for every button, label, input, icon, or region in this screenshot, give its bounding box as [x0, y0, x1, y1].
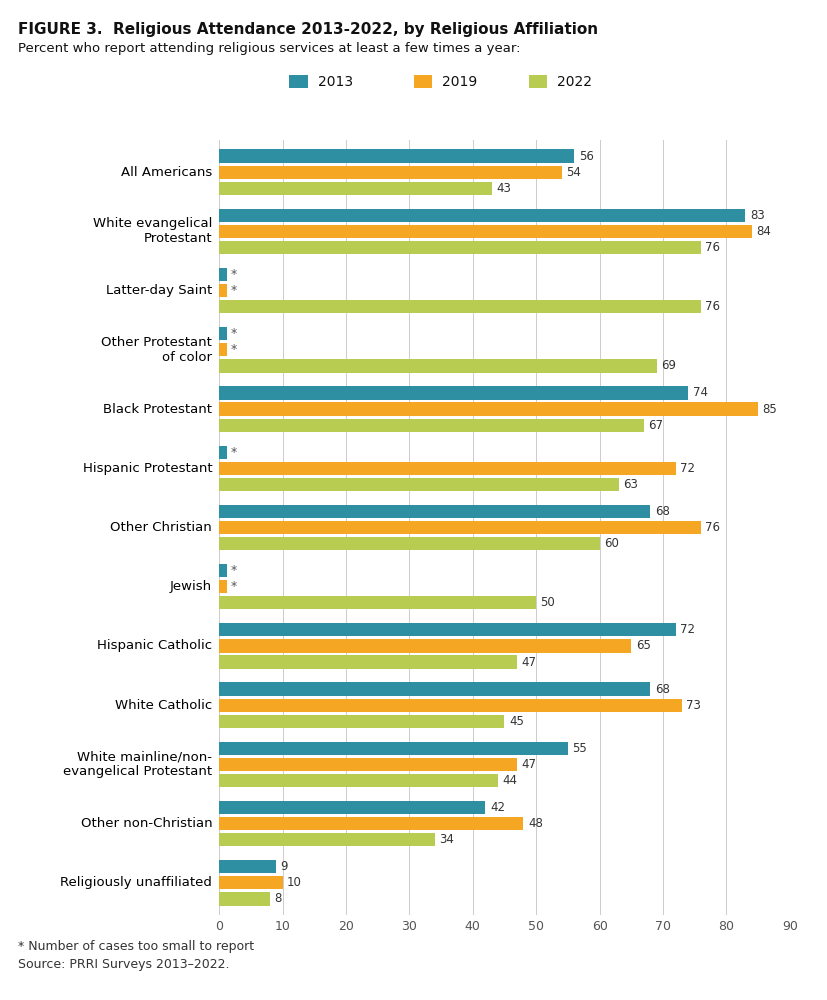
Text: 68: 68 — [655, 505, 670, 518]
Bar — [219, 505, 650, 518]
Bar — [219, 715, 504, 728]
Text: *: * — [231, 327, 237, 340]
Text: 55: 55 — [572, 742, 587, 755]
Bar — [219, 300, 701, 313]
Text: FIGURE 3.  Religious Attendance 2013-2022, by Religious Affiliation: FIGURE 3. Religious Attendance 2013-2022… — [18, 22, 598, 37]
Bar — [219, 699, 682, 712]
Bar — [219, 149, 574, 163]
Bar — [219, 478, 619, 491]
Text: 60: 60 — [604, 537, 619, 550]
Bar — [219, 268, 227, 281]
Text: 76: 76 — [705, 300, 720, 313]
Bar — [219, 386, 688, 400]
Bar — [219, 284, 227, 297]
Text: Percent who report attending religious services at least a few times a year:: Percent who report attending religious s… — [18, 42, 521, 55]
Bar — [219, 801, 485, 814]
Text: 56: 56 — [579, 150, 594, 163]
Bar — [219, 639, 631, 653]
Text: 47: 47 — [522, 758, 537, 771]
Bar — [219, 241, 701, 254]
Bar — [219, 860, 276, 873]
Text: 10: 10 — [287, 876, 302, 889]
Text: 43: 43 — [496, 182, 511, 195]
Text: *: * — [231, 446, 237, 459]
Text: 8: 8 — [275, 892, 282, 905]
Text: 2019: 2019 — [442, 75, 477, 89]
Text: 47: 47 — [522, 656, 537, 669]
Bar — [219, 596, 536, 609]
Text: 85: 85 — [762, 403, 777, 416]
Text: 72: 72 — [680, 623, 696, 636]
Text: *: * — [231, 564, 237, 577]
Text: 45: 45 — [509, 715, 523, 728]
Bar — [219, 419, 644, 432]
Text: 83: 83 — [750, 209, 765, 222]
Text: 76: 76 — [705, 241, 720, 254]
Bar — [219, 892, 270, 906]
Bar — [219, 462, 676, 475]
Bar — [219, 774, 498, 787]
Text: *: * — [231, 284, 237, 297]
Bar — [219, 655, 517, 669]
Bar — [219, 833, 435, 846]
Text: 74: 74 — [693, 386, 708, 399]
Text: 68: 68 — [655, 683, 670, 696]
Bar — [219, 166, 562, 179]
Text: 69: 69 — [661, 359, 676, 372]
Text: 44: 44 — [503, 774, 518, 787]
Text: 34: 34 — [439, 833, 454, 846]
Bar — [219, 742, 568, 755]
Text: 50: 50 — [541, 596, 556, 609]
Bar — [219, 682, 650, 696]
Text: *: * — [231, 343, 237, 356]
Bar — [219, 537, 600, 550]
Text: Source: PRRI Surveys 2013–2022.: Source: PRRI Surveys 2013–2022. — [18, 958, 230, 971]
Text: 76: 76 — [705, 521, 720, 534]
Bar — [219, 327, 227, 340]
Bar — [219, 817, 523, 830]
Text: 54: 54 — [566, 166, 581, 179]
Bar — [219, 580, 227, 593]
Text: 48: 48 — [528, 817, 543, 830]
Text: 73: 73 — [686, 699, 701, 712]
Bar — [219, 182, 492, 195]
Text: 65: 65 — [636, 639, 651, 652]
Bar — [219, 402, 758, 416]
Text: 84: 84 — [756, 225, 771, 238]
Text: 67: 67 — [648, 419, 663, 432]
Text: 72: 72 — [680, 462, 696, 475]
Text: 2013: 2013 — [318, 75, 352, 89]
Bar — [219, 225, 752, 238]
Text: *: * — [231, 268, 237, 281]
Text: 2022: 2022 — [557, 75, 592, 89]
Text: 42: 42 — [490, 801, 505, 814]
Bar — [219, 758, 517, 771]
Bar — [219, 876, 283, 889]
Bar — [219, 564, 227, 577]
Text: *: * — [231, 580, 237, 593]
Bar — [219, 521, 701, 534]
Bar — [219, 446, 227, 459]
Bar — [219, 623, 676, 636]
Text: 9: 9 — [280, 860, 288, 873]
Text: * Number of cases too small to report: * Number of cases too small to report — [18, 940, 255, 953]
Bar — [219, 209, 745, 222]
Bar — [219, 359, 657, 373]
Bar — [219, 343, 227, 356]
Text: 63: 63 — [623, 478, 638, 491]
